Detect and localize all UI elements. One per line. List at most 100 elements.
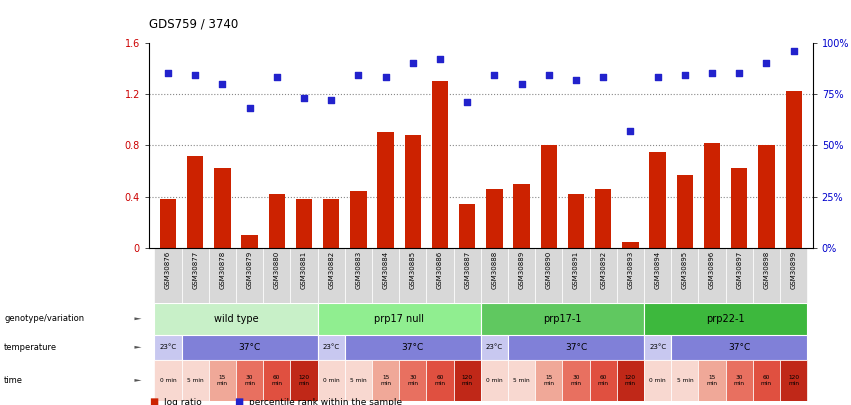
Bar — [263, 360, 290, 401]
Text: GSM30881: GSM30881 — [301, 251, 307, 289]
Bar — [644, 360, 671, 401]
Text: GSM30898: GSM30898 — [763, 251, 769, 289]
Point — [651, 74, 665, 81]
Text: 5 min: 5 min — [187, 378, 203, 383]
Text: time: time — [4, 376, 23, 385]
Point — [351, 72, 365, 79]
Bar — [236, 360, 263, 401]
Text: 60
min: 60 min — [597, 375, 608, 386]
Point — [215, 80, 229, 87]
Point — [705, 70, 719, 77]
Text: 5 min: 5 min — [677, 378, 694, 383]
Bar — [753, 248, 780, 303]
Bar — [644, 335, 671, 360]
Text: 15
min: 15 min — [217, 375, 228, 386]
Bar — [590, 248, 617, 303]
Text: wild type: wild type — [214, 314, 259, 324]
Bar — [590, 360, 617, 401]
Text: 23°C: 23°C — [486, 344, 503, 350]
Point — [243, 105, 256, 111]
Text: 15
min: 15 min — [543, 375, 554, 386]
Bar — [758, 145, 774, 248]
Text: GSM30892: GSM30892 — [600, 251, 606, 289]
Text: 120
min: 120 min — [625, 375, 636, 386]
Bar — [269, 194, 285, 248]
Bar — [454, 248, 481, 303]
Text: genotype/variation: genotype/variation — [4, 314, 84, 323]
Bar — [671, 335, 808, 360]
Bar — [154, 303, 317, 335]
Bar — [345, 248, 372, 303]
Bar — [644, 303, 808, 335]
Text: prp17-1: prp17-1 — [543, 314, 582, 324]
Bar — [622, 241, 638, 248]
Text: GSM30889: GSM30889 — [518, 251, 524, 289]
Bar — [345, 360, 372, 401]
Point — [433, 56, 447, 62]
Text: GSM30893: GSM30893 — [627, 251, 633, 289]
Bar — [726, 248, 753, 303]
Bar — [563, 360, 590, 401]
Bar — [214, 168, 231, 248]
Text: 37°C: 37°C — [728, 343, 751, 352]
Point — [188, 72, 202, 79]
Bar — [290, 360, 317, 401]
Bar — [208, 248, 236, 303]
Text: 0 min: 0 min — [486, 378, 503, 383]
Text: 15
min: 15 min — [706, 375, 717, 386]
Bar — [731, 168, 747, 248]
Bar — [617, 360, 644, 401]
Bar — [431, 81, 448, 248]
Bar — [154, 360, 181, 401]
Bar — [649, 152, 665, 248]
Bar — [508, 248, 535, 303]
Bar — [317, 360, 345, 401]
Point — [760, 60, 774, 66]
Text: GSM30877: GSM30877 — [192, 251, 198, 289]
Text: 5 min: 5 min — [513, 378, 530, 383]
Point — [161, 70, 174, 77]
Point — [733, 70, 746, 77]
Text: 37°C: 37°C — [565, 343, 587, 352]
Text: 0 min: 0 min — [323, 378, 340, 383]
Text: 60
min: 60 min — [761, 375, 772, 386]
Point — [324, 97, 338, 103]
Text: GSM30894: GSM30894 — [654, 251, 660, 289]
Bar — [508, 335, 644, 360]
Bar — [780, 248, 808, 303]
Point — [379, 74, 392, 81]
Text: 23°C: 23°C — [649, 344, 666, 350]
Text: GSM30886: GSM30886 — [437, 251, 443, 289]
Bar — [459, 205, 476, 248]
Point — [624, 128, 637, 134]
Bar — [296, 199, 312, 248]
Text: GSM30896: GSM30896 — [709, 251, 715, 289]
Text: GDS759 / 3740: GDS759 / 3740 — [149, 17, 238, 30]
Text: GSM30890: GSM30890 — [545, 251, 551, 289]
Bar — [160, 199, 176, 248]
Text: GSM30895: GSM30895 — [682, 251, 688, 289]
Text: 0 min: 0 min — [649, 378, 666, 383]
Bar — [154, 248, 181, 303]
Text: 0 min: 0 min — [160, 378, 176, 383]
Text: 30
min: 30 min — [408, 375, 419, 386]
Bar — [317, 248, 345, 303]
Bar — [181, 335, 317, 360]
Text: GSM30887: GSM30887 — [464, 251, 471, 289]
Bar — [372, 360, 399, 401]
Text: prp17 null: prp17 null — [374, 314, 424, 324]
Bar — [242, 235, 258, 248]
Bar — [317, 303, 481, 335]
Bar — [208, 360, 236, 401]
Bar — [187, 156, 203, 248]
Bar — [513, 184, 530, 248]
Bar — [535, 360, 563, 401]
Bar — [351, 192, 367, 248]
Bar — [372, 248, 399, 303]
Bar — [454, 360, 481, 401]
Point — [569, 76, 583, 83]
Bar — [677, 175, 693, 248]
Text: percentile rank within the sample: percentile rank within the sample — [249, 398, 403, 405]
Text: 60
min: 60 min — [435, 375, 446, 386]
Bar — [399, 360, 426, 401]
